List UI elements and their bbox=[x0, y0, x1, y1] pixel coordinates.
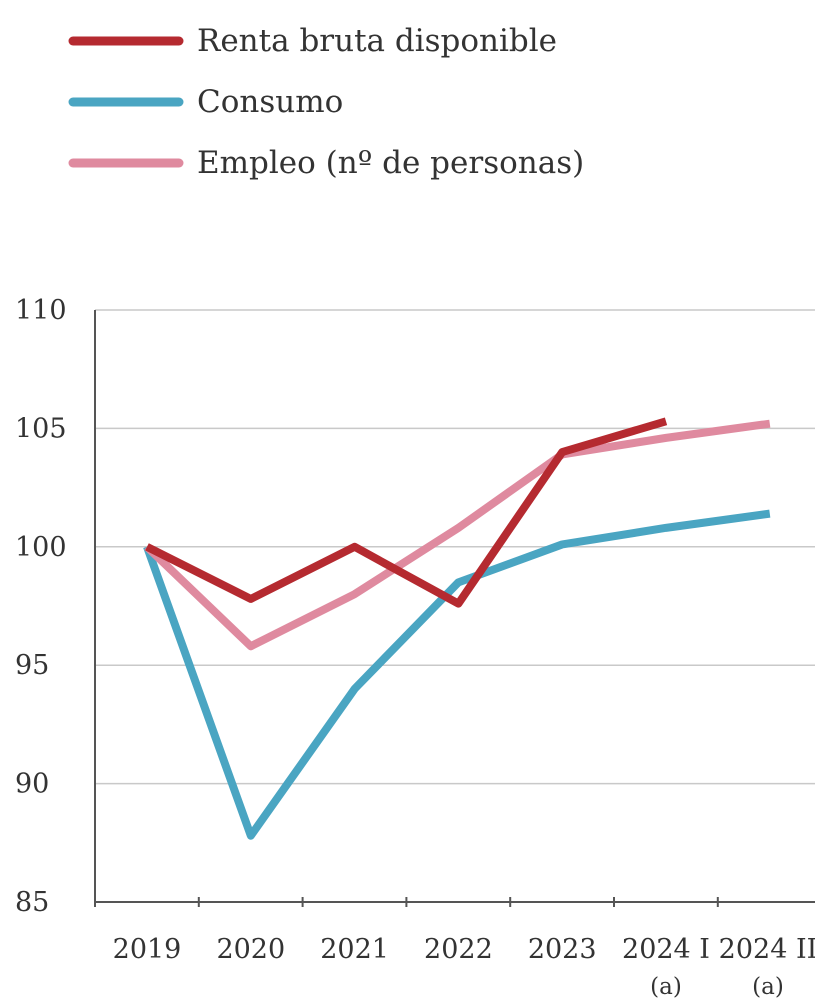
y-tick-label-110: 110 bbox=[15, 295, 67, 326]
x-tick-label-6: 2024 I bbox=[622, 934, 710, 965]
x-tick-note-7: (a) bbox=[752, 974, 784, 1000]
legend-label-1: Renta bruta disponible bbox=[197, 23, 557, 59]
x-tick-label-1: 2019 bbox=[113, 934, 182, 965]
x-tick-label-5: 2023 bbox=[528, 934, 597, 965]
x-tick-label-7: 2024 II bbox=[719, 934, 815, 965]
series-line-1 bbox=[145, 417, 668, 608]
series-line-2 bbox=[143, 509, 771, 840]
y-tick-label-105: 105 bbox=[15, 413, 67, 444]
x-axis-labels: 2019 2020 2021 2022 2023 2024 I (a) 2024 II (a) bbox=[113, 934, 815, 1000]
gridlines bbox=[95, 309, 815, 785]
legend-label-2: Consumo bbox=[197, 84, 343, 120]
y-tick-label-90: 90 bbox=[15, 769, 49, 800]
x-tick-note-6: (a) bbox=[650, 974, 682, 1000]
y-tick-label-100: 100 bbox=[15, 532, 67, 563]
x-tick-label-4: 2022 bbox=[424, 934, 493, 965]
series-lines bbox=[143, 417, 771, 840]
y-tick-label-85: 85 bbox=[15, 887, 49, 918]
series-line-3 bbox=[144, 419, 771, 651]
x-tick-label-2: 2020 bbox=[216, 934, 285, 965]
axes bbox=[94, 310, 815, 907]
legend: Renta bruta disponible Consumo Empleo (nº … bbox=[68, 23, 584, 181]
x-tick-label-3: 2021 bbox=[320, 934, 389, 965]
y-axis-labels: 85 90 95 100 105 110 bbox=[15, 295, 67, 918]
y-tick-label-95: 95 bbox=[15, 650, 49, 681]
legend-label-3: Empleo (nº de personas) bbox=[197, 145, 584, 181]
